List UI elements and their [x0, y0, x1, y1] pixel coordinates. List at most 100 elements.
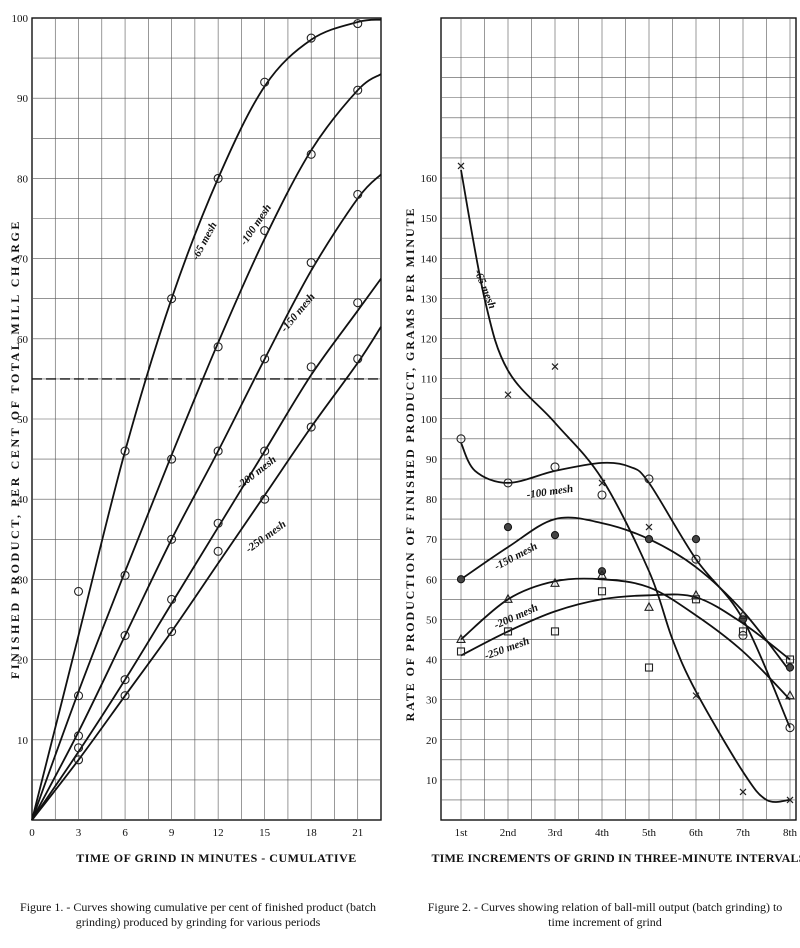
chart1-point-150-mesh: [260, 354, 270, 364]
chart1-x-axis-title: TIME OF GRIND IN MINUTES - CUMULATIVE: [76, 851, 357, 865]
chart2-point-200-mesh: [456, 633, 466, 643]
chart2-x-tick-label: 5th: [642, 827, 657, 839]
chart2-curve-100-mesh: [460, 442, 791, 729]
chart1-point-200-mesh: [213, 518, 223, 528]
chart2-x-tick-label: 2nd: [500, 827, 517, 839]
chart1-point-65-mesh: [213, 173, 223, 183]
chart1-x-tick-label: 3: [76, 827, 82, 839]
chart2-y-tick-label: 160: [421, 173, 438, 185]
chart1-point-100-mesh: [120, 570, 130, 580]
chart1-series-label: -65 mesh: [190, 220, 220, 262]
chart2-y-tick-label: 150: [421, 213, 438, 225]
chart2-point-200-mesh: [785, 689, 795, 700]
chart1-x-tick-label: 0: [29, 827, 35, 839]
chart1-y-tick-label: 80: [17, 173, 29, 185]
chart1-point-150-mesh: [120, 630, 130, 641]
chart2-series-label: -100 mesh: [526, 483, 574, 501]
chart1-point-150-mesh: [167, 534, 177, 544]
chart1-x-tick-label: 12: [213, 827, 224, 839]
chart2-point-65-mesh: [598, 479, 606, 487]
chart2-point-250-mesh: [456, 647, 466, 656]
chart2-point-100-mesh: [456, 434, 466, 444]
chart1-y-tick-label: 90: [17, 93, 29, 105]
chart1-x-tick-label: 21: [352, 827, 363, 839]
chart2-point-250-mesh: [597, 587, 607, 596]
chart2-series-label: -65 mesh: [472, 268, 499, 311]
chart2-point-200-mesh: [503, 593, 513, 603]
chart1-series-200-mesh: -200 mesh: [31, 278, 382, 821]
chart2-y-tick-label: 60: [426, 574, 438, 586]
chart1-point-65-mesh: [260, 77, 270, 87]
chart1-point-250-mesh: [306, 422, 316, 432]
chart1-point-250-mesh: [73, 755, 84, 765]
chart2-point-200-mesh: [644, 601, 654, 611]
chart2-series-label: -250 mesh: [483, 635, 531, 662]
chart2-y-tick-label: 40: [426, 655, 438, 667]
chart1-point-200-mesh: [167, 594, 177, 605]
chart1-y-tick-label: 10: [17, 735, 29, 747]
chart1-series-label: -150 mesh: [278, 291, 317, 335]
chart2-x-tick-label: 7th: [736, 827, 751, 839]
chart1-point-200-mesh: [120, 675, 130, 685]
chart2-y-tick-label: 130: [421, 293, 438, 305]
chart2-point-250-mesh: [691, 595, 701, 604]
chart2-point-250-mesh: [550, 627, 560, 636]
chart1-y-axis-title: FINISHED PRODUCT, PER CENT OF TOTAL MILL…: [8, 219, 22, 679]
chart2-x-axis-title: TIME INCREMENTS OF GRIND IN THREE-MINUTE…: [431, 851, 800, 865]
chart2-point-65-mesh: [457, 162, 465, 170]
chart1-point-200-mesh: [73, 743, 84, 753]
chart2-x-tick-label: 1st: [455, 827, 468, 839]
chart2-y-tick-label: 80: [426, 494, 438, 506]
chart1-point-100-mesh: [167, 454, 177, 464]
chart2-point-65-mesh: [645, 523, 653, 531]
chart2-point-65-mesh: [692, 692, 700, 700]
chart1-point-200-mesh: [353, 298, 363, 308]
chart2-point-250-mesh: [503, 627, 513, 636]
chart1-point-65-mesh: [167, 294, 177, 304]
chart2-y-tick-label: 70: [426, 534, 438, 546]
chart2-y-tick-label: 120: [421, 334, 438, 346]
chart2-point-150-mesh: [456, 575, 466, 584]
chart1-point-65-mesh: [353, 19, 363, 29]
chart1: 0 3 6 9 12 15 18 21 10 20 30 40 50 60 70 80 90 100 TIME OF…: [8, 13, 382, 865]
chart2-point-200-mesh: [597, 569, 607, 579]
chart1-curve-200-mesh: [31, 278, 382, 821]
chart1-x-tick-label: 15: [259, 827, 271, 839]
chart1-point-200-mesh: [306, 362, 316, 372]
chart2-point-250-mesh: [644, 663, 654, 672]
chart2-y-axis-title: RATE OF PRODUCTION OF FINISHED PRODUCT, …: [403, 207, 417, 722]
chart1-point-250-mesh: [167, 626, 177, 637]
chart2-point-65-mesh: [504, 391, 512, 399]
chart2-point-250-mesh: [738, 627, 748, 636]
chart1-point-65-mesh: [306, 33, 316, 43]
chart1-series-label: -250 mesh: [244, 518, 289, 555]
chart1-point-150-mesh: [306, 258, 316, 268]
chart1-y-tick-label: 50: [17, 414, 29, 426]
chart2-point-150-mesh: [691, 535, 701, 544]
chart2-x-tick-label: 3rd: [548, 827, 563, 839]
chart2-point-100-mesh: [644, 474, 654, 484]
chart1-curve-100-mesh: [31, 73, 382, 821]
chart1-series-label: -100 mesh: [238, 202, 274, 247]
chart2-point-100-mesh: [691, 554, 701, 564]
chart2-point-200-mesh: [691, 589, 701, 599]
chart1-point-200-mesh: [260, 446, 270, 456]
chart2-point-200-mesh: [550, 577, 560, 587]
chart1-x-tick-label: 9: [169, 827, 175, 839]
chart2-point-100-mesh: [503, 478, 513, 488]
chart2-y-tick-label: 10: [426, 775, 438, 787]
chart1-y-tick-label: 40: [17, 494, 29, 506]
chart1-point-150-mesh: [73, 731, 84, 741]
chart2-point-100-mesh: [597, 490, 607, 500]
chart2-point-65-mesh: [739, 788, 747, 796]
chart2-curve-65-mesh: [460, 169, 791, 803]
chart1-point-250-mesh: [120, 691, 130, 701]
chart1-point-250-mesh: [353, 354, 363, 364]
chart2-point-100-mesh: [550, 462, 560, 472]
chart1-x-tick-label: 6: [122, 827, 128, 839]
chart2-series-label: -150 mesh: [493, 540, 540, 573]
chart1-curve-250-mesh: [31, 326, 382, 821]
chart1-y-tick-label: 60: [17, 334, 29, 346]
chart1-point-100-mesh: [306, 149, 316, 159]
